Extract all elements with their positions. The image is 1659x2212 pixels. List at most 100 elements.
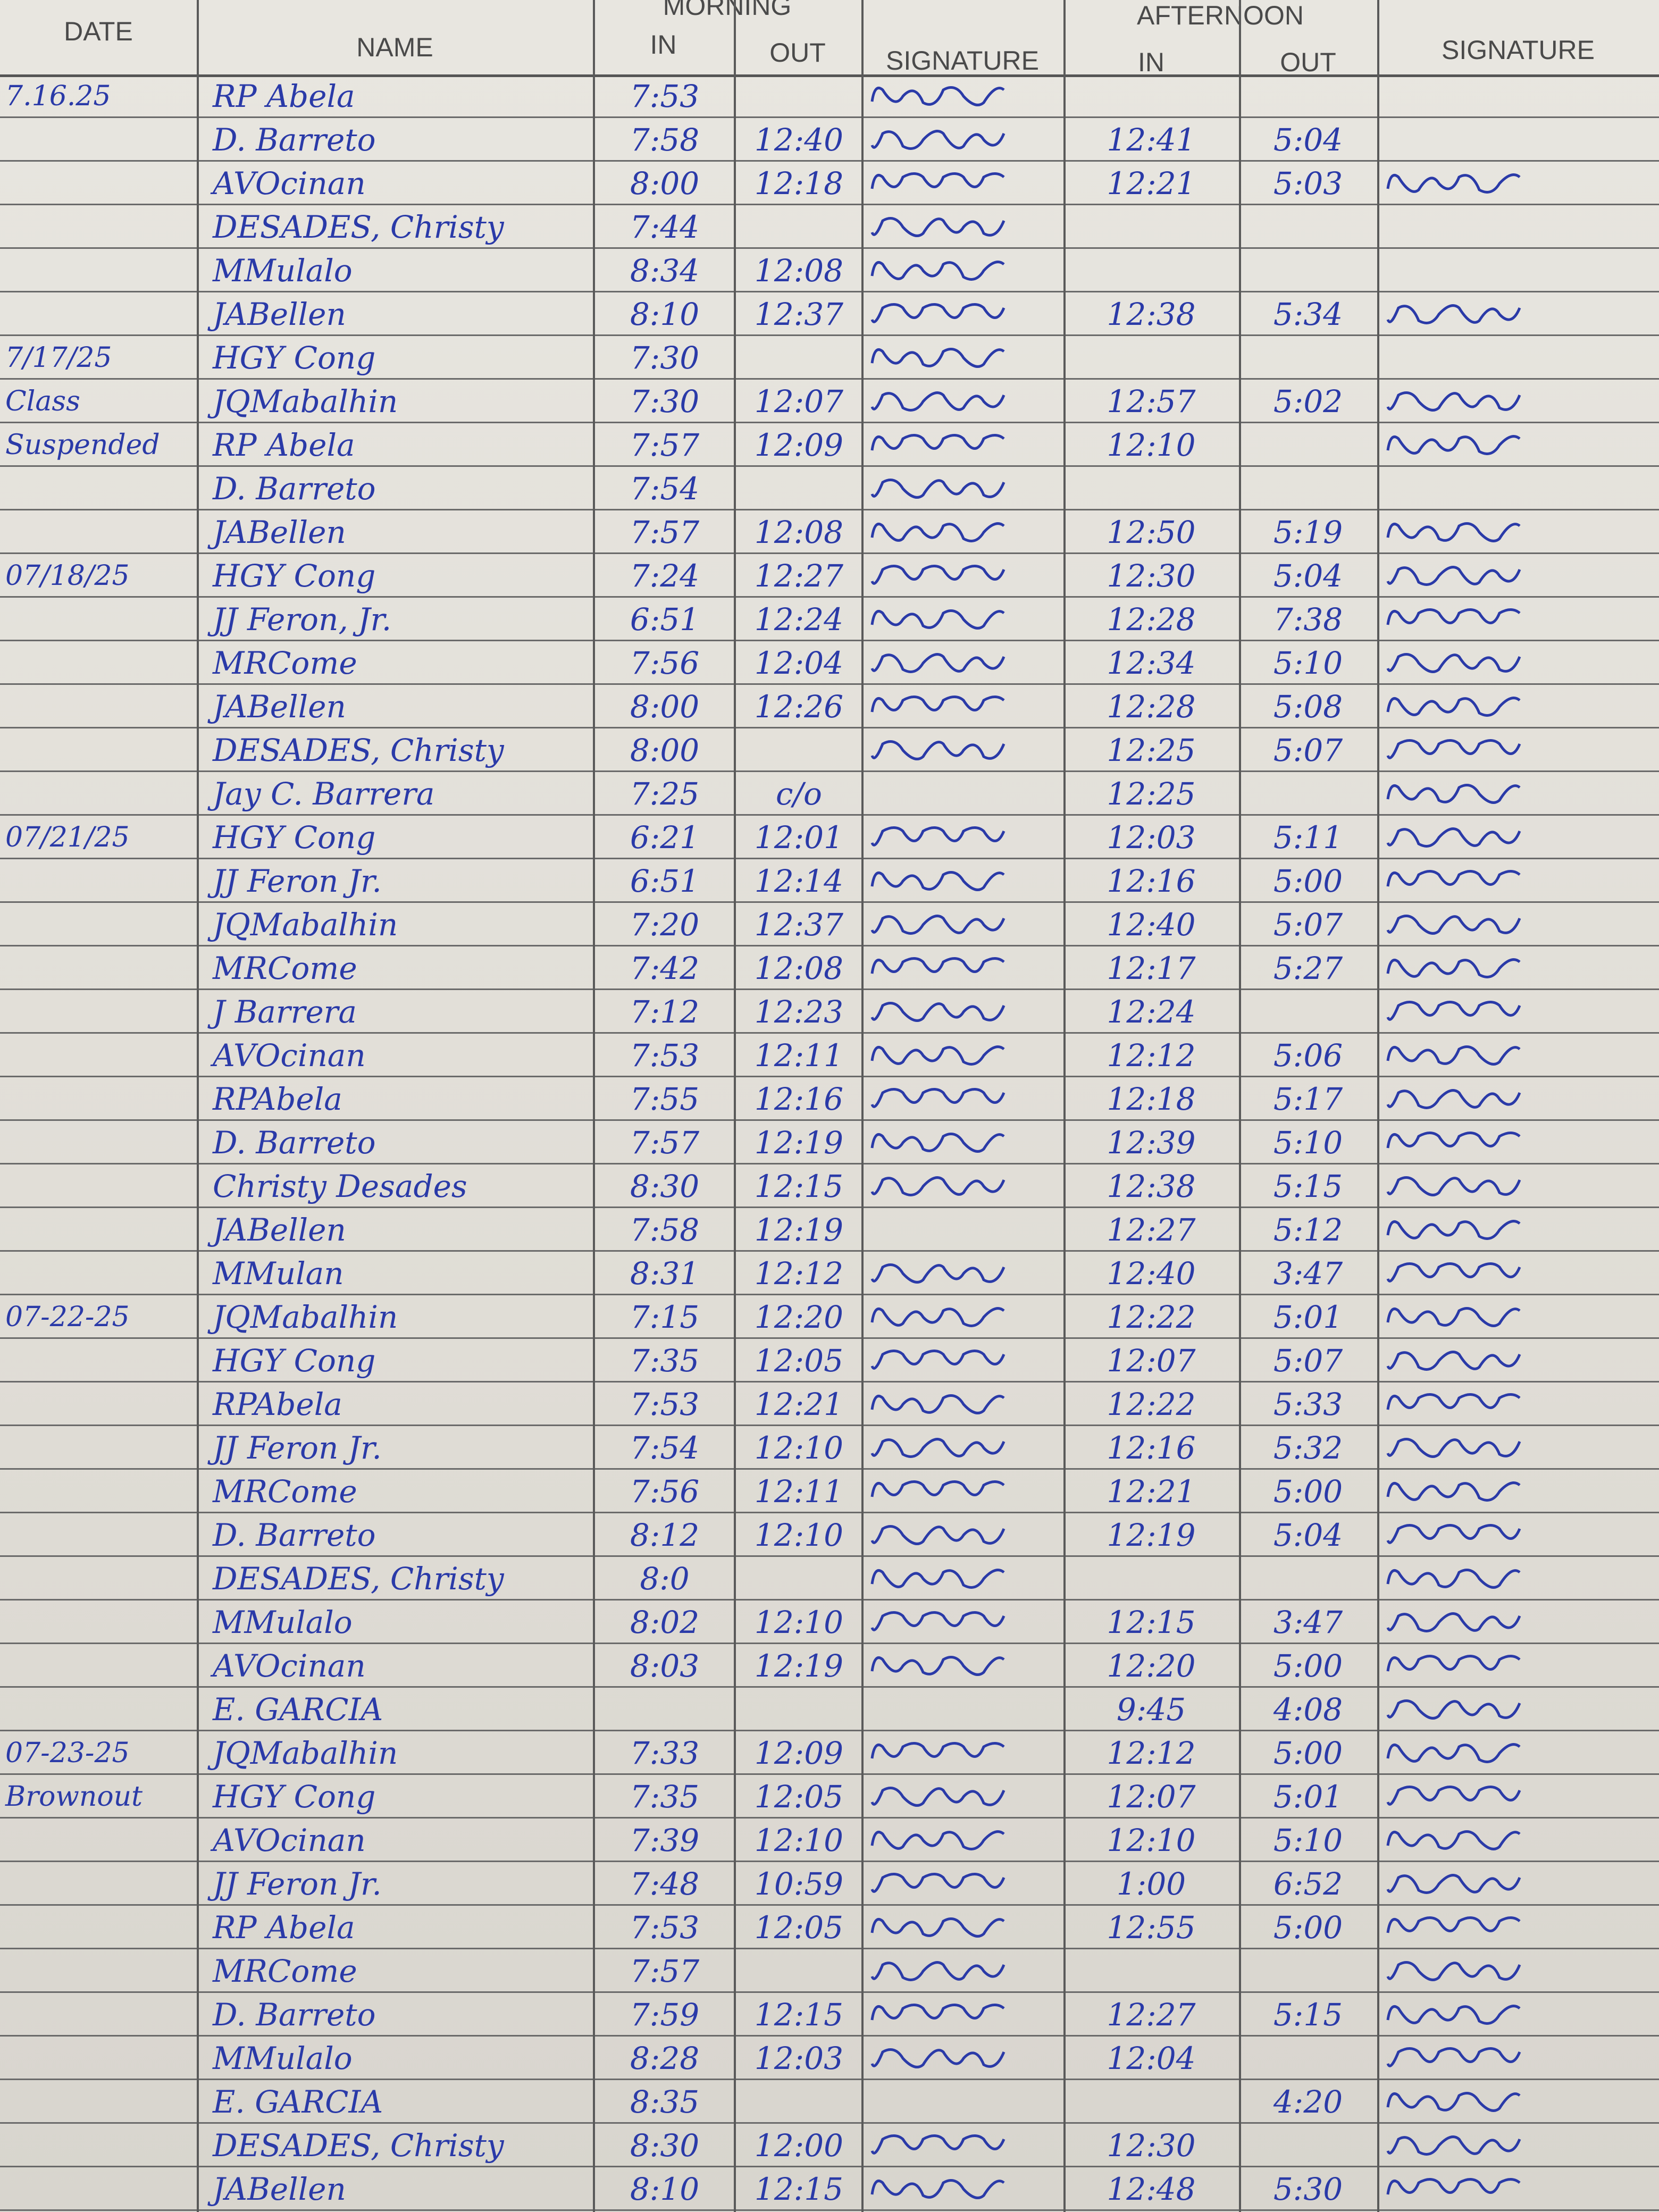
- morning-signature: [867, 1339, 1063, 1382]
- afternoon-in-cell: [1066, 205, 1236, 249]
- afternoon-signature: [1382, 1775, 1648, 1819]
- morning-out-cell: c/o: [776, 776, 822, 812]
- morning-out-cell: 12:27: [754, 558, 844, 594]
- date-cell: [5, 1077, 197, 1121]
- date-cell: [5, 1993, 197, 2037]
- date-cell: 7.16.25: [5, 80, 111, 112]
- date-cell: [5, 2167, 197, 2211]
- afternoon-signature: [1382, 685, 1648, 728]
- table-row: D. Barreto 7:59 12:15 12:27 5:15: [0, 1993, 1659, 2037]
- morning-in-cell: 7:57: [630, 1953, 700, 1989]
- date-cell: 07-23-25: [5, 1737, 130, 1769]
- morning-in-cell: 8:00: [630, 165, 700, 202]
- afternoon-signature: [1382, 1731, 1648, 1775]
- morning-in-cell: 7:35: [630, 1779, 700, 1815]
- afternoon-out-cell: [1242, 990, 1375, 1034]
- date-cell: [5, 2080, 197, 2124]
- date-cell: [5, 1252, 197, 1295]
- afternoon-signature: [1382, 946, 1648, 990]
- afternoon-out-cell: [1242, 205, 1375, 249]
- name-cell: MRCome: [213, 1473, 357, 1510]
- afternoon-out-cell: [1242, 467, 1375, 510]
- afternoon-out-cell: [1242, 74, 1375, 118]
- afternoon-in-cell: 9:45: [1116, 1691, 1186, 1728]
- morning-signature: [867, 467, 1063, 510]
- name-cell: JABellen: [213, 689, 346, 725]
- morning-in-cell: 7:53: [630, 1909, 700, 1946]
- morning-in-cell: 7:30: [630, 340, 700, 376]
- morning-out-cell: [736, 1688, 861, 1731]
- afternoon-signature: [1382, 205, 1648, 249]
- morning-out-cell: 12:23: [754, 994, 844, 1030]
- table-row: D. Barreto 7:57 12:19 12:39 5:10: [0, 1121, 1659, 1164]
- afternoon-in-cell: 12:50: [1107, 514, 1196, 550]
- morning-signature: [867, 728, 1063, 772]
- date-cell: [5, 510, 197, 554]
- date-cell: [5, 1862, 197, 1906]
- table-row: JABellen 7:57 12:08 12:50 5:19: [0, 510, 1659, 554]
- morning-signature: [867, 1426, 1063, 1470]
- date-cell: [5, 1382, 197, 1426]
- name-cell: E. GARCIA: [213, 1691, 383, 1728]
- name-cell: DESADES, Christy: [213, 732, 504, 768]
- morning-in-cell: 8:28: [630, 2040, 700, 2076]
- afternoon-in-cell: 12:40: [1107, 1255, 1196, 1292]
- afternoon-in-cell: [1066, 74, 1236, 118]
- afternoon-signature: [1382, 1077, 1648, 1121]
- header-afternoon: AFTERNOON: [1137, 1, 1304, 30]
- table-row: RPAbela 7:55 12:16 12:18 5:17: [0, 1077, 1659, 1121]
- name-cell: HGY Cong: [213, 1343, 376, 1379]
- morning-out-cell: [736, 74, 861, 118]
- morning-out-cell: 12:14: [754, 863, 844, 899]
- morning-out-cell: 12:07: [754, 383, 844, 420]
- column-divider: [1063, 0, 1066, 2212]
- morning-out-cell: 12:10: [754, 1822, 844, 1858]
- morning-in-cell: 7:15: [630, 1299, 700, 1335]
- afternoon-in-cell: 12:25: [1107, 732, 1196, 768]
- afternoon-out-cell: 5:27: [1273, 950, 1343, 986]
- date-cell: [5, 1470, 197, 1513]
- afternoon-in-cell: 12:20: [1107, 1648, 1196, 1684]
- afternoon-signature: [1382, 990, 1648, 1034]
- name-cell: HGY Cong: [213, 340, 376, 376]
- morning-out-cell: 12:05: [754, 1779, 844, 1815]
- date-cell: [5, 467, 197, 510]
- table-row: 7.16.25 RP Abela 7:53: [0, 74, 1659, 118]
- date-cell: [5, 1164, 197, 1208]
- afternoon-out-cell: [1242, 423, 1375, 467]
- morning-signature: [867, 118, 1063, 162]
- morning-out-cell: 12:19: [754, 1648, 844, 1684]
- name-cell: JABellen: [213, 296, 346, 332]
- afternoon-out-cell: 5:00: [1273, 1473, 1343, 1510]
- column-divider: [1377, 0, 1379, 2212]
- morning-signature: [867, 1557, 1063, 1601]
- afternoon-in-cell: [1066, 336, 1236, 380]
- name-cell: D. Barreto: [213, 1125, 376, 1161]
- morning-signature: [867, 1382, 1063, 1426]
- afternoon-out-cell: 5:04: [1273, 558, 1343, 594]
- name-cell: RPAbela: [213, 1081, 342, 1117]
- afternoon-signature: [1382, 2080, 1648, 2124]
- afternoon-signature: [1382, 1993, 1648, 2037]
- afternoon-in-cell: 12:57: [1107, 383, 1196, 420]
- afternoon-signature: [1382, 816, 1648, 859]
- morning-out-cell: 12:09: [754, 427, 844, 463]
- name-cell: AVOcinan: [213, 1037, 366, 1074]
- name-cell: MRCome: [213, 645, 357, 681]
- name-cell: MMulan: [213, 1255, 344, 1292]
- name-cell: AVOcinan: [213, 1822, 366, 1858]
- table-row: JJ Feron Jr. 6:51 12:14 12:16 5:00: [0, 859, 1659, 903]
- morning-out-cell: 12:37: [754, 907, 844, 943]
- morning-signature: [867, 1775, 1063, 1819]
- header-afternoon-in: IN: [1138, 47, 1164, 77]
- date-cell: [5, 2037, 197, 2080]
- date-cell: [5, 1121, 197, 1164]
- afternoon-signature: [1382, 1906, 1648, 1949]
- name-cell: RP Abela: [213, 1909, 355, 1946]
- afternoon-signature: [1382, 772, 1648, 816]
- afternoon-signature: [1382, 2167, 1648, 2211]
- afternoon-signature: [1382, 1208, 1648, 1252]
- afternoon-in-cell: 12:22: [1107, 1386, 1196, 1422]
- name-cell: MMulalo: [213, 2040, 353, 2076]
- morning-out-cell: 12:10: [754, 1517, 844, 1553]
